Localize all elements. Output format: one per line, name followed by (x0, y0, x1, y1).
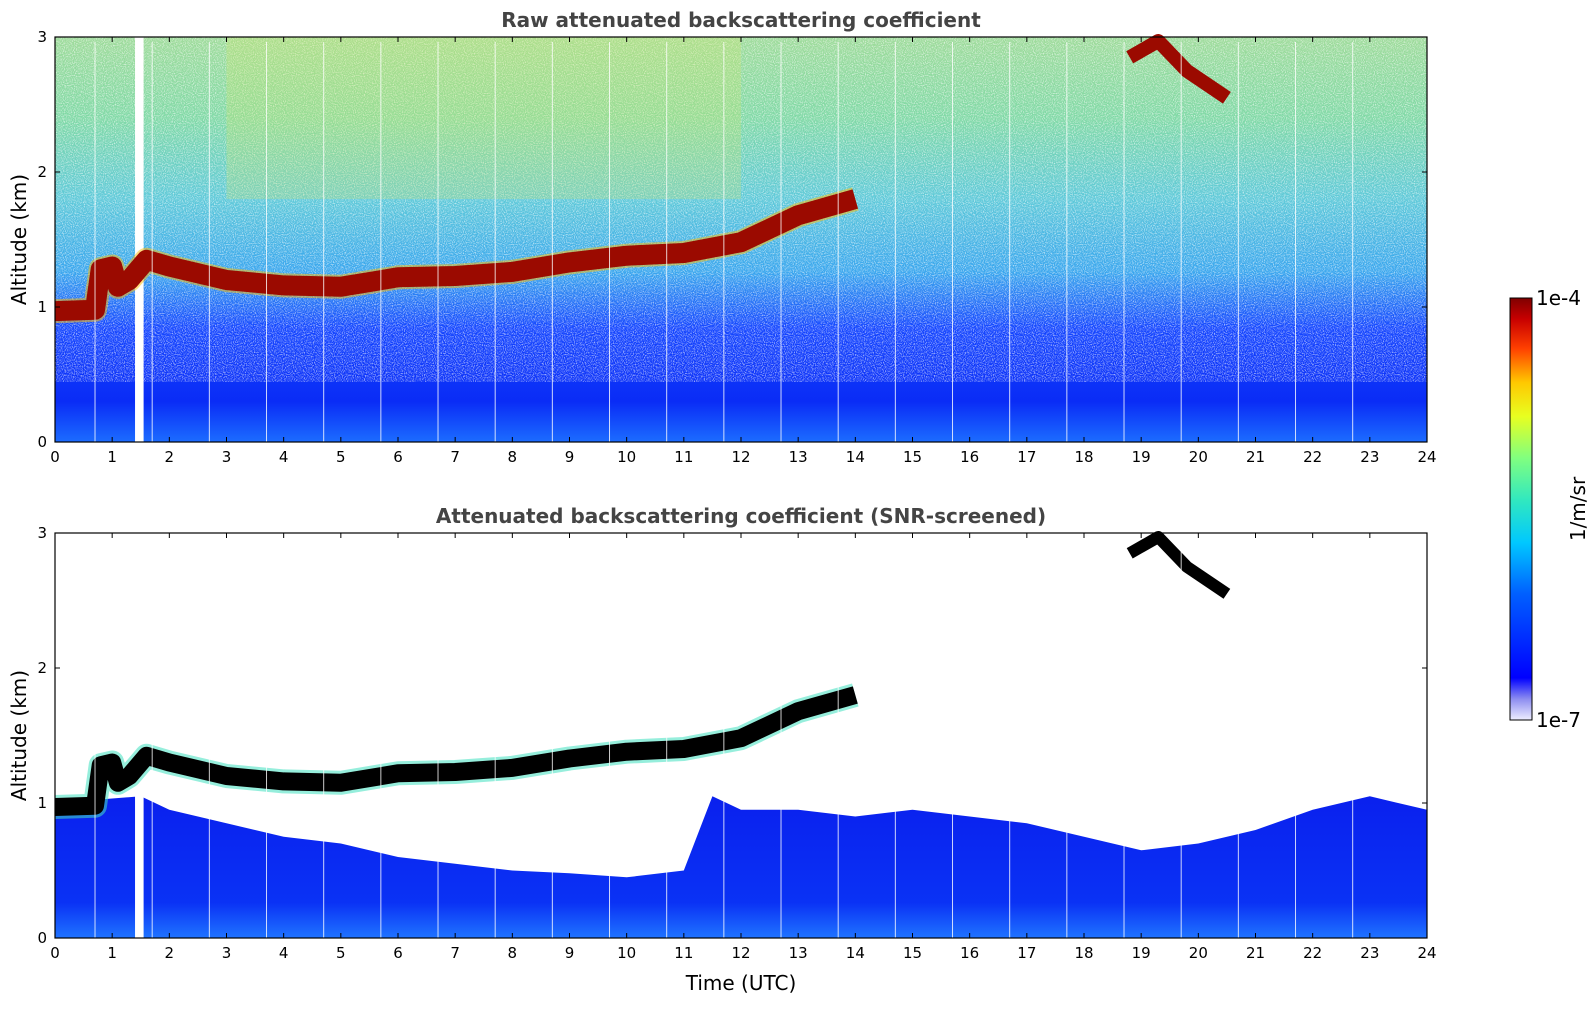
x-tick-label: 18 (1074, 448, 1093, 466)
x-tick-label: 13 (789, 448, 808, 466)
x-tick-label: 8 (508, 944, 518, 962)
x-tick-label: 21 (1246, 448, 1265, 466)
x-tick-label: 20 (1189, 448, 1208, 466)
x-tick-label: 3 (222, 448, 232, 466)
raw-backscatter-panel: Raw attenuated backscattering coefficien… (7, 8, 1437, 466)
x-axis-label: Time (UTC) (685, 971, 797, 995)
colorbar-scale (1509, 297, 1533, 721)
colorbar: 1e-4 1e-7 1/m/sr (1509, 286, 1590, 732)
x-tick-label: 2 (165, 448, 175, 466)
x-tick-label: 11 (674, 944, 693, 962)
x-tick-label: 1 (107, 448, 117, 466)
x-tick-label: 5 (336, 944, 346, 962)
x-tick-label: 6 (393, 448, 403, 466)
x-tick-label: 11 (674, 448, 693, 466)
x-tick-label: 19 (1132, 448, 1151, 466)
x-tick-label: 15 (903, 448, 922, 466)
x-tick-label: 9 (565, 944, 575, 962)
x-tick-label: 0 (50, 944, 60, 962)
y-tick-label: 1 (37, 794, 47, 812)
x-tick-label: 14 (846, 944, 865, 962)
colorbar-unit-label: 1/m/sr (1566, 476, 1590, 541)
x-tick-label: 1 (107, 944, 117, 962)
x-tick-label: 17 (1017, 944, 1036, 962)
x-tick-label: 4 (279, 448, 289, 466)
x-tick-label: 23 (1360, 448, 1379, 466)
x-tick-label: 20 (1189, 944, 1208, 962)
noise-texture (55, 37, 1427, 382)
x-tick-label: 12 (731, 944, 750, 962)
x-tick-label: 16 (960, 448, 979, 466)
cloud-layer (54, 686, 858, 816)
x-tick-label: 24 (1417, 448, 1436, 466)
x-tick-label: 10 (617, 448, 636, 466)
x-tick-label: 0 (50, 448, 60, 466)
x-tick-label: 17 (1017, 448, 1036, 466)
x-tick-label: 14 (846, 448, 865, 466)
x-tick-label: 5 (336, 448, 346, 466)
x-tick-label: 7 (450, 944, 460, 962)
y-tick-label: 3 (37, 524, 47, 542)
snr-screened-backscatter-panel: Attenuated backscattering coefficient (S… (7, 504, 1437, 995)
x-tick-label: 3 (222, 944, 232, 962)
x-tick-label: 19 (1132, 944, 1151, 962)
x-tick-label: 23 (1360, 944, 1379, 962)
x-tick-label: 6 (393, 944, 403, 962)
x-tick-label: 22 (1303, 448, 1322, 466)
x-tick-label: 21 (1246, 944, 1265, 962)
y-tick-label: 2 (37, 163, 47, 181)
colorbar-max-label: 1e-4 (1536, 286, 1581, 310)
data-gap (135, 533, 144, 938)
x-tick-label: 10 (617, 944, 636, 962)
x-tick-label: 13 (789, 944, 808, 962)
x-tick-label: 7 (450, 448, 460, 466)
x-tick-label: 22 (1303, 944, 1322, 962)
y-tick-label: 3 (37, 28, 47, 46)
y-tick-label: 1 (37, 298, 47, 316)
upper-cloud (1126, 34, 1231, 104)
x-tick-label: 24 (1417, 944, 1436, 962)
x-tick-label: 18 (1074, 944, 1093, 962)
x-tick-label: 8 (508, 448, 518, 466)
data-gap (135, 37, 144, 442)
x-tick-label: 4 (279, 944, 289, 962)
y-tick-label: 0 (37, 433, 47, 451)
screened-signal-region (55, 796, 1427, 938)
y-tick-label: 0 (37, 929, 47, 947)
upper-cloud (1126, 531, 1231, 599)
x-tick-label: 16 (960, 944, 979, 962)
colorbar-min-label: 1e-7 (1536, 708, 1581, 732)
x-tick-label: 9 (565, 448, 575, 466)
y-axis-label: Altitude (km) (7, 670, 31, 801)
aerosol-haze (226, 37, 741, 199)
x-tick-label: 2 (165, 944, 175, 962)
y-tick-label: 2 (37, 659, 47, 677)
x-tick-label: 12 (731, 448, 750, 466)
cloud-layer (54, 189, 859, 322)
chart-title: Attenuated backscattering coefficient (S… (436, 504, 1046, 528)
y-axis-label: Altitude (km) (7, 174, 31, 305)
chart-title: Raw attenuated backscattering coefficien… (501, 8, 981, 32)
x-tick-label: 15 (903, 944, 922, 962)
